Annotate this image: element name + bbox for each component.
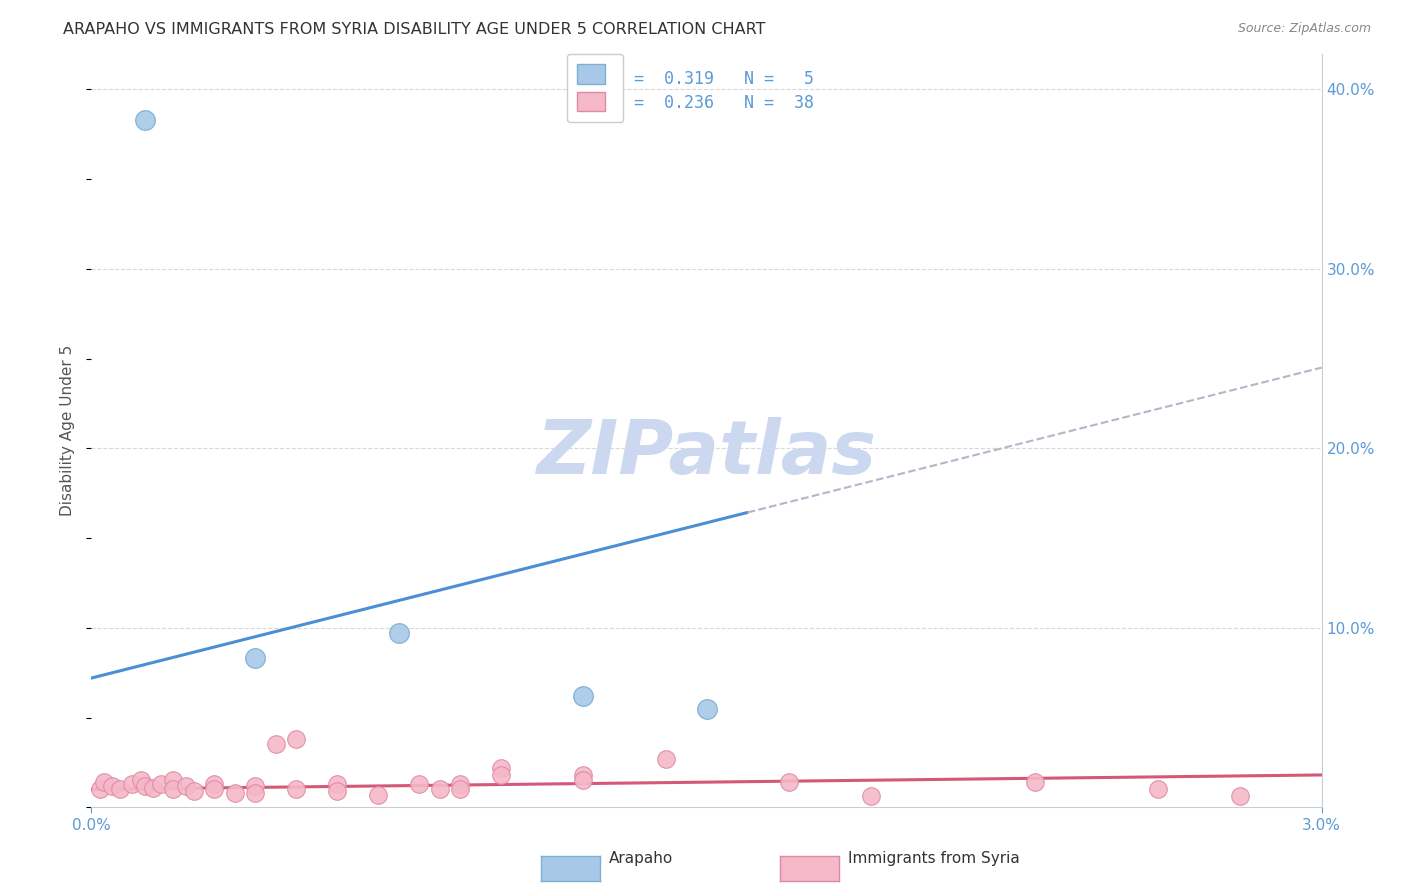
Point [429,782,451,797]
Text: Source: ZipAtlas.com: Source: ZipAtlas.com [1237,22,1371,36]
Point [150,777,173,791]
Point [93,775,115,789]
Point [89,782,111,797]
Point [245,786,267,800]
Point [695,701,717,715]
Point [449,782,471,797]
Point [134,112,156,127]
Point [134,779,156,793]
Point [572,773,595,788]
Point [101,779,124,793]
Point [778,775,800,789]
Point [183,784,205,798]
Point [388,626,411,640]
Point [572,768,595,782]
Text: Immigrants from Syria: Immigrants from Syria [848,851,1019,865]
Point [121,777,143,791]
Point [202,777,225,791]
Point [142,780,165,795]
Text: Arapaho: Arapaho [609,851,673,865]
Point [654,752,676,766]
Point [449,777,471,791]
Point [245,779,267,793]
Point [859,789,882,804]
Point [224,786,246,800]
Point [491,761,513,775]
Point [367,788,389,802]
Point [162,773,184,788]
Point [326,777,349,791]
Point [108,782,131,797]
Point [129,773,152,788]
Point [1024,775,1046,789]
Point [491,768,513,782]
Y-axis label: Disability Age Under 5: Disability Age Under 5 [60,345,76,516]
Text: R =  0.236   N =  38: R = 0.236 N = 38 [614,95,814,112]
Point [408,777,430,791]
Point [1146,782,1168,797]
Point [162,782,184,797]
Point [1229,789,1251,804]
Point [285,782,308,797]
Text: R =  0.319   N =   5: R = 0.319 N = 5 [614,70,814,88]
Point [285,732,308,747]
Point [572,689,595,703]
Text: ARAPAHO VS IMMIGRANTS FROM SYRIA DISABILITY AGE UNDER 5 CORRELATION CHART: ARAPAHO VS IMMIGRANTS FROM SYRIA DISABIL… [63,22,766,37]
Text: ZIPatlas: ZIPatlas [537,417,876,490]
Point [202,782,225,797]
Point [174,779,197,793]
Legend: , : , [567,54,623,122]
Point [326,784,349,798]
Point [245,651,267,665]
Point [264,738,287,752]
